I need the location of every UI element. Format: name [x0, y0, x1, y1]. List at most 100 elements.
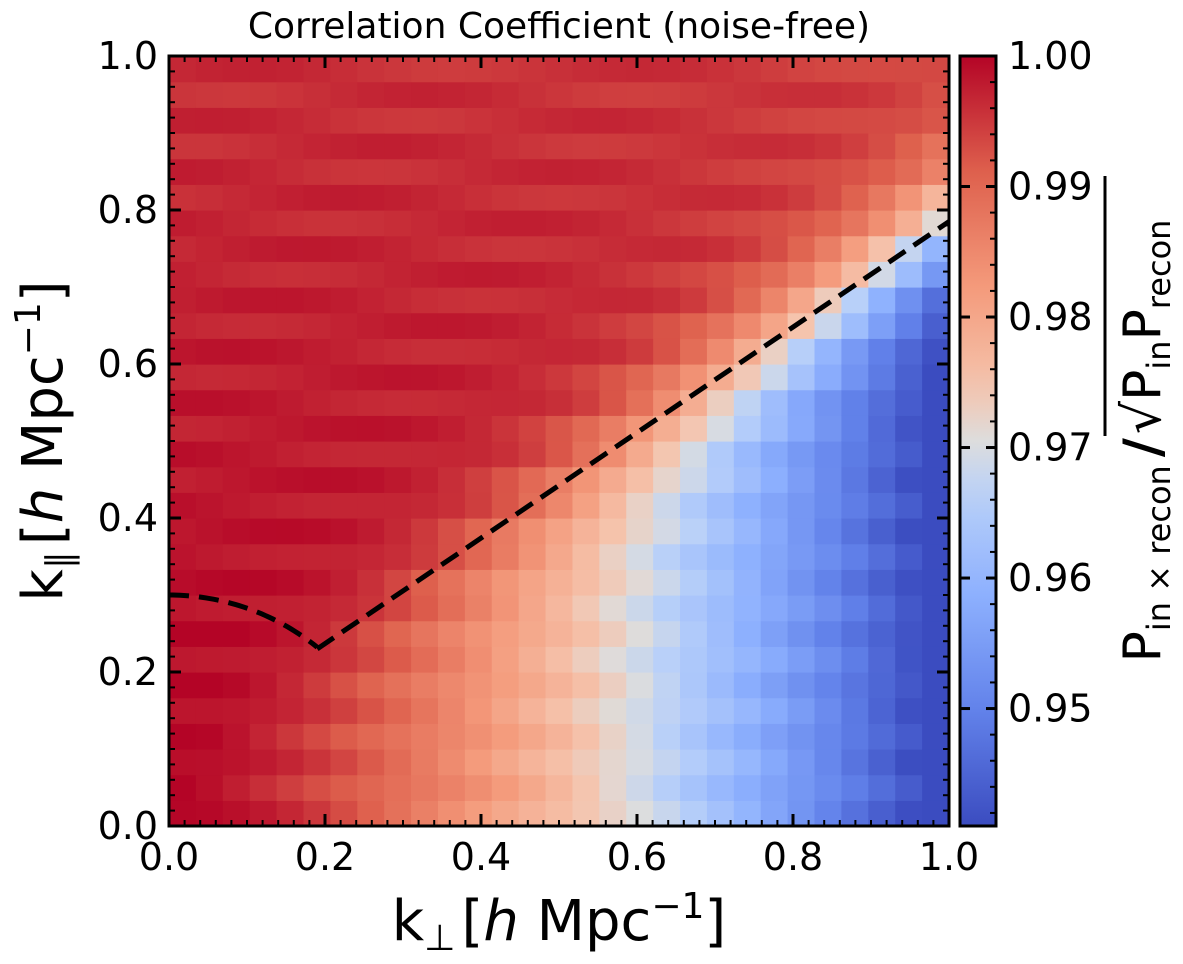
- heatmap-cell: [922, 466, 950, 493]
- heatmap-cell: [653, 723, 681, 750]
- heatmap-cell: [868, 210, 896, 237]
- heatmap-cell: [895, 107, 923, 134]
- heatmap-cell: [760, 723, 789, 750]
- heatmap-cell: [384, 287, 412, 314]
- heatmap-cell: [787, 697, 816, 724]
- heatmap-cell: [464, 466, 493, 493]
- chart-title: Correlation Coefficient (noise-free): [248, 6, 870, 47]
- heatmap-cell: [195, 389, 224, 416]
- heatmap-cell: [545, 287, 574, 314]
- heatmap-cell: [733, 672, 762, 699]
- heatmap-cell: [760, 595, 789, 622]
- heatmap-cell: [760, 415, 789, 442]
- heatmap-cell: [276, 184, 305, 211]
- heatmap-cell: [787, 518, 816, 545]
- heatmap-cell: [868, 56, 896, 83]
- heatmap-cell: [653, 312, 681, 339]
- heatmap-cell: [491, 287, 520, 314]
- heatmap-cell: [814, 569, 843, 596]
- heatmap-cell: [760, 364, 789, 391]
- heatmap-cell: [169, 133, 197, 160]
- heatmap-cell: [599, 646, 627, 673]
- heatmap-cell: [330, 723, 358, 750]
- x-tick-label: 0.0: [139, 835, 199, 879]
- heatmap-cell: [653, 441, 681, 468]
- heatmap-cell: [411, 415, 439, 442]
- heatmap-cell: [787, 158, 816, 185]
- heatmap-cell: [841, 774, 869, 801]
- heatmap-cell: [464, 81, 493, 108]
- heatmap-cell: [599, 415, 627, 442]
- heatmap-cell: [357, 210, 385, 237]
- heatmap-cell: [760, 107, 789, 134]
- heatmap-cell: [895, 646, 923, 673]
- axis-ticks: 0.0 0.2 0.4 0.6 0.8 1.0 0.0 0.2 0.4 0.6 0.8 1.0: [98, 34, 980, 879]
- heatmap-cell: [303, 133, 331, 160]
- heatmap-cell: [169, 749, 197, 776]
- heatmap-cell: [599, 338, 627, 365]
- heatmap-cell: [330, 543, 358, 570]
- heatmap-cell: [733, 287, 762, 314]
- heatmap-cell: [303, 210, 331, 237]
- heatmap-cell: [626, 158, 654, 185]
- heatmap-cell: [922, 338, 950, 365]
- heatmap-cell: [706, 107, 735, 134]
- heatmap-cell: [599, 56, 627, 83]
- heatmap-cell: [384, 595, 412, 622]
- heatmap-cell: [169, 492, 197, 519]
- heatmap-cell: [680, 466, 708, 493]
- heatmap-cell: [357, 697, 385, 724]
- heatmap-cell: [330, 107, 358, 134]
- heatmap-cell: [545, 492, 574, 519]
- heatmap-cell: [384, 261, 412, 288]
- heatmap-cell: [222, 287, 251, 314]
- heatmap-cell: [249, 441, 278, 468]
- heatmap-cell: [276, 672, 305, 699]
- heatmap-cell: [195, 133, 224, 160]
- heatmap-cell: [545, 543, 574, 570]
- heatmap-cell: [814, 492, 843, 519]
- heatmap-cell: [222, 697, 251, 724]
- heatmap-cell: [760, 338, 789, 365]
- heatmap-cell: [706, 338, 735, 365]
- heatmap-cell: [626, 287, 654, 314]
- heatmap-cell: [518, 133, 547, 160]
- heatmap-cell: [814, 466, 843, 493]
- heatmap-cell: [572, 774, 600, 801]
- heatmap-cell: [491, 749, 520, 776]
- heatmap-cell: [384, 107, 412, 134]
- heatmap-cell: [760, 518, 789, 545]
- heatmap-cell: [868, 697, 896, 724]
- heatmap-cell: [330, 338, 358, 365]
- heatmap-cell: [545, 518, 574, 545]
- colorbar-label: Pin × recon/√PinPrecon: [1113, 220, 1178, 663]
- heatmap-cell: [841, 338, 869, 365]
- heatmap-cell: [303, 389, 331, 416]
- heatmap-cell: [653, 184, 681, 211]
- heatmap-cell: [787, 389, 816, 416]
- heatmap-cell: [680, 184, 708, 211]
- heatmap-cell: [787, 338, 816, 365]
- heatmap-cell: [276, 466, 305, 493]
- heatmap-cell: [330, 210, 358, 237]
- heatmap-cell: [868, 749, 896, 776]
- heatmap-cell: [545, 672, 574, 699]
- heatmap-cell: [276, 646, 305, 673]
- heatmap-cell: [733, 56, 762, 83]
- heatmap-cell: [249, 81, 278, 108]
- heatmap-cell: [411, 646, 439, 673]
- heatmap-cell: [680, 415, 708, 442]
- heatmap-cell: [572, 595, 600, 622]
- heatmap-cell: [222, 158, 251, 185]
- heatmap-cell: [491, 389, 520, 416]
- heatmap-cell: [706, 235, 735, 262]
- heatmap-cell: [599, 774, 627, 801]
- x-tick-label: 0.6: [607, 835, 667, 879]
- heatmap-cell: [599, 543, 627, 570]
- heatmap-cell: [249, 518, 278, 545]
- heatmap-cell: [599, 518, 627, 545]
- heatmap-cell: [303, 800, 331, 827]
- heatmap-cell: [760, 672, 789, 699]
- heatmap-cell: [276, 338, 305, 365]
- heatmap-cell: [303, 81, 331, 108]
